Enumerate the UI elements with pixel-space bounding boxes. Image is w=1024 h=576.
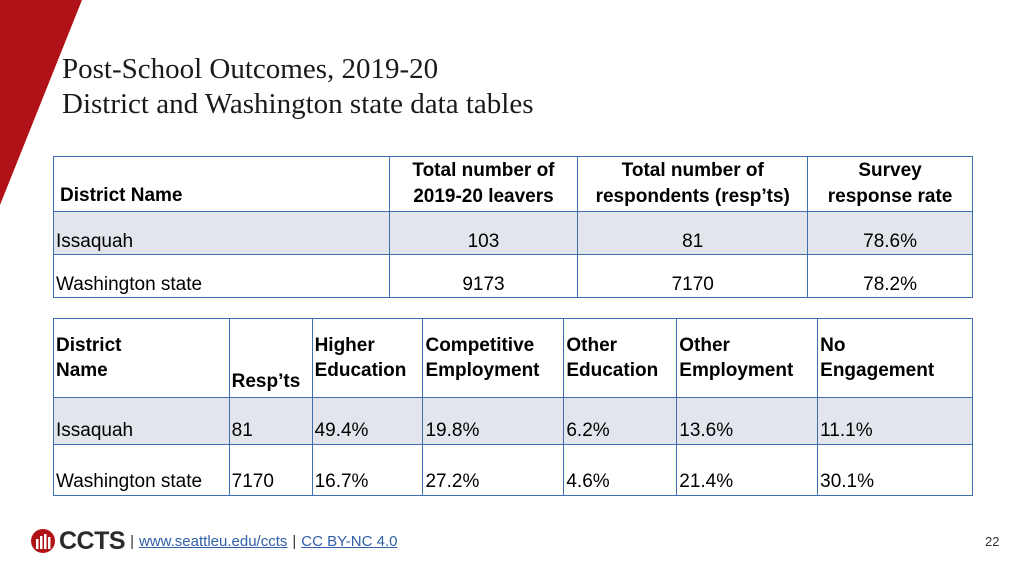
title-line-2: District and Washington state data table…	[62, 88, 534, 120]
table-header-row: District Name Total number of 2019-20 lea…	[53, 156, 973, 212]
corner-accent-stripe	[0, 0, 82, 205]
title-line-1: Post-School Outcomes, 2019-20	[62, 53, 439, 85]
header-total-leavers: Total number of 2019-20 leavers	[388, 156, 579, 212]
footer-separator: |	[292, 532, 297, 550]
ccts-logo: CCTS	[30, 526, 126, 556]
table-row: Washington state 7170 16.7% 27.2% 4.6% 2…	[53, 444, 973, 496]
ccts-emblem-icon	[31, 529, 55, 553]
cell-other-employment: 21.4%	[676, 444, 819, 496]
header-respondents: Resp’ts	[228, 318, 313, 398]
cell-no-engagement: 30.1%	[817, 444, 973, 496]
header-district-name: District Name	[53, 156, 390, 212]
header-response-rate: Survey response rate	[807, 156, 973, 212]
cell-higher-education: 49.4%	[311, 397, 424, 445]
cell-no-engagement: 11.1%	[817, 397, 973, 445]
cell-respondents: 81	[228, 397, 313, 445]
cell-response-rate: 78.2%	[807, 254, 973, 298]
footer-separator: |	[130, 532, 134, 550]
header-district-name: District Name	[53, 318, 230, 398]
cell-leavers: 103	[388, 211, 579, 255]
table-row: Issaquah 103 81 78.6%	[53, 211, 973, 255]
cell-respondents: 7170	[228, 444, 313, 496]
header-competitive-employment: Competitive Employment	[422, 318, 565, 398]
table-header-row: District Name Resp’ts Higher Education Com…	[53, 318, 973, 398]
outcomes-table: District Name Resp’ts Higher Education Com…	[53, 318, 973, 496]
logo-text: CCTS	[59, 526, 126, 555]
cell-district: Issaquah	[53, 397, 230, 445]
cell-leavers: 9173	[388, 254, 579, 298]
footer: CCTS | www.seattleu.edu/ccts | CC BY-NC …	[30, 526, 397, 556]
cell-other-education: 4.6%	[563, 444, 678, 496]
cell-respondents: 81	[577, 211, 809, 255]
header-other-employment: Other Employment	[676, 318, 819, 398]
header-higher-education: Higher Education	[311, 318, 424, 398]
cell-district: Washington state	[53, 254, 390, 298]
page-title: Post-School Outcomes, 2019-20 District a…	[62, 52, 534, 122]
header-total-respondents: Total number of respondents (resp’ts)	[577, 156, 809, 212]
header-other-education: Other Education	[563, 318, 678, 398]
seattleu-ccts-link[interactable]: www.seattleu.edu/ccts	[138, 532, 288, 550]
cell-competitive-employment: 27.2%	[422, 444, 565, 496]
cell-district: Issaquah	[53, 211, 390, 255]
cell-respondents: 7170	[577, 254, 809, 298]
cell-other-employment: 13.6%	[676, 397, 819, 445]
cell-district: Washington state	[53, 444, 230, 496]
cell-competitive-employment: 19.8%	[422, 397, 565, 445]
page-number: 22	[985, 534, 1000, 549]
table-row: Issaquah 81 49.4% 19.8% 6.2% 13.6% 11.1%	[53, 397, 973, 445]
cell-other-education: 6.2%	[563, 397, 678, 445]
cell-response-rate: 78.6%	[807, 211, 973, 255]
cell-higher-education: 16.7%	[311, 444, 424, 496]
summary-table: District Name Total number of 2019-20 lea…	[53, 156, 973, 298]
license-link[interactable]: CC BY-NC 4.0	[301, 532, 398, 550]
header-no-engagement: No Engagement	[817, 318, 973, 398]
table-row: Washington state 9173 7170 78.2%	[53, 254, 973, 298]
